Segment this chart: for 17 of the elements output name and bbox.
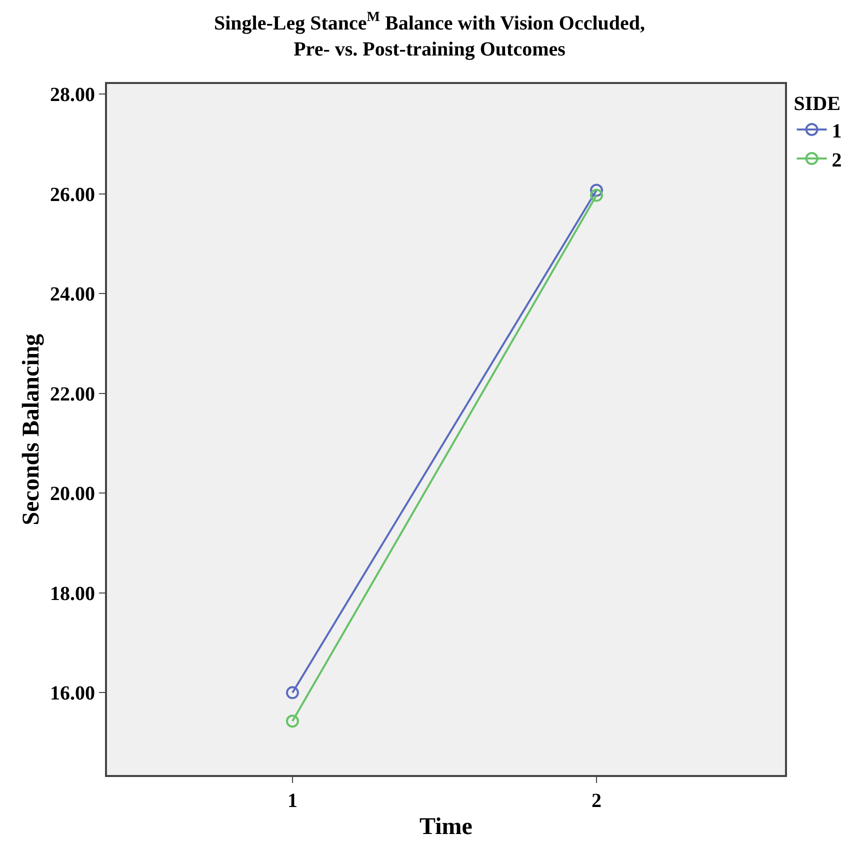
- y-tick-label: 26.00: [50, 184, 95, 206]
- y-tick-label: 16.00: [50, 682, 95, 705]
- point: [286, 714, 299, 728]
- y-tick-label: 20.00: [50, 483, 95, 506]
- legend-label: 1: [832, 120, 842, 142]
- x-axis-title: Time: [420, 814, 473, 840]
- y-tick-label: 22.00: [50, 383, 95, 406]
- legend-label: 2: [832, 149, 842, 172]
- chart-title: Single-Leg Stance$^{M}$ Balance with Vision Occluded, Pre- vs. Post-training Outcomes: [214, 10, 646, 61]
- y-tick-label: 24.00: [50, 284, 95, 306]
- point: [590, 188, 603, 202]
- point: [286, 686, 299, 700]
- legend-title: SIDE: [794, 93, 840, 115]
- point: [590, 184, 603, 197]
- y-tick-label: 18.00: [50, 582, 95, 605]
- y-axis-title: Seconds Balancing: [18, 334, 45, 526]
- y-tick-label: 28.00: [50, 84, 95, 106]
